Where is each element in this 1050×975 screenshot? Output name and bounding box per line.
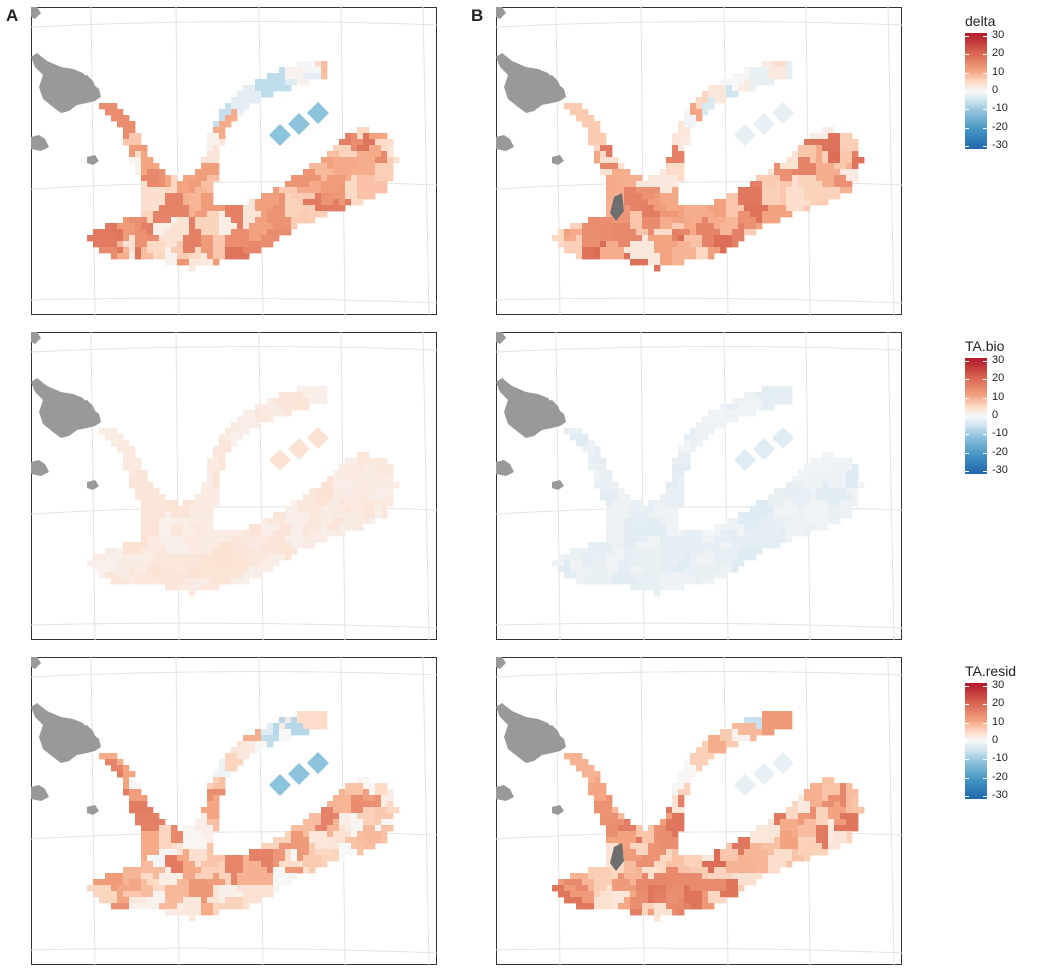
legend-delta: delta 30 20 10 0 -10 -20 -30 xyxy=(965,13,1045,153)
legend-title: TA.resid xyxy=(965,663,1017,679)
legend-tick-label: -30 xyxy=(992,464,1008,476)
map-panel-b-ta-bio xyxy=(496,332,902,640)
legend-ta-resid: TA.resid 30 20 10 0 -10 -20 -30 xyxy=(965,663,1045,803)
panel-label-a: A xyxy=(6,6,19,25)
land-mass xyxy=(496,7,566,165)
map-panel-b-delta xyxy=(496,7,902,315)
legend-colorbar: 30 20 10 0 -10 -20 -30 xyxy=(965,354,1045,478)
legend-tick-label: -20 xyxy=(992,770,1008,783)
land-mass xyxy=(31,332,101,490)
grid-cells xyxy=(87,386,400,597)
panel-label-b: B xyxy=(471,6,484,25)
land-mass xyxy=(496,332,566,490)
land-mass xyxy=(31,7,101,165)
legend-tick-label: 20 xyxy=(992,372,1005,385)
legend-colorbar: 30 20 10 0 -10 -20 -30 xyxy=(965,679,1045,803)
legend-tick-label: -20 xyxy=(992,120,1008,133)
legend-title: delta xyxy=(965,13,996,29)
legend-tick-label: 0 xyxy=(992,409,999,421)
legend-tick-label: 10 xyxy=(992,715,1005,728)
legend-tick-label: 0 xyxy=(992,84,999,96)
map-panel-a-ta-resid xyxy=(31,657,437,965)
map-panel-b-ta-resid xyxy=(496,657,902,965)
grid-cells xyxy=(552,61,865,272)
legend-tick-label: 20 xyxy=(992,697,1005,710)
legend-tick-label: -30 xyxy=(992,789,1008,801)
map-panel-a-ta-bio xyxy=(31,332,437,640)
legend-colorbar: 30 20 10 0 -10 -20 -30 xyxy=(965,29,1045,153)
legend-tick-label: 10 xyxy=(992,390,1005,403)
grid-cells xyxy=(87,711,400,922)
legend-tick-label: 30 xyxy=(992,29,1005,41)
legend-tick-label: 20 xyxy=(992,47,1005,60)
land-mass xyxy=(496,657,566,815)
legend-tick-label: -10 xyxy=(992,752,1008,765)
grid-cells xyxy=(552,386,865,597)
land-mass xyxy=(31,657,101,815)
legend-tick-label: -10 xyxy=(992,102,1008,115)
legend-tick-label: -10 xyxy=(992,427,1008,440)
legend-tick-label: -30 xyxy=(992,139,1008,151)
legend-title: TA.bio xyxy=(965,338,1005,354)
legend-tick-label: 30 xyxy=(992,354,1005,366)
legend-tick-label: 30 xyxy=(992,679,1005,691)
map-panel-a-delta xyxy=(31,7,437,315)
legend-tick-label: 0 xyxy=(992,734,999,746)
grid-cells xyxy=(552,711,865,922)
legend-tick-label: 10 xyxy=(992,65,1005,78)
legend-tick-label: -20 xyxy=(992,445,1008,458)
legend-ta-bio: TA.bio 30 20 10 0 -10 -20 -30 xyxy=(965,338,1045,478)
grid-cells xyxy=(87,61,400,272)
